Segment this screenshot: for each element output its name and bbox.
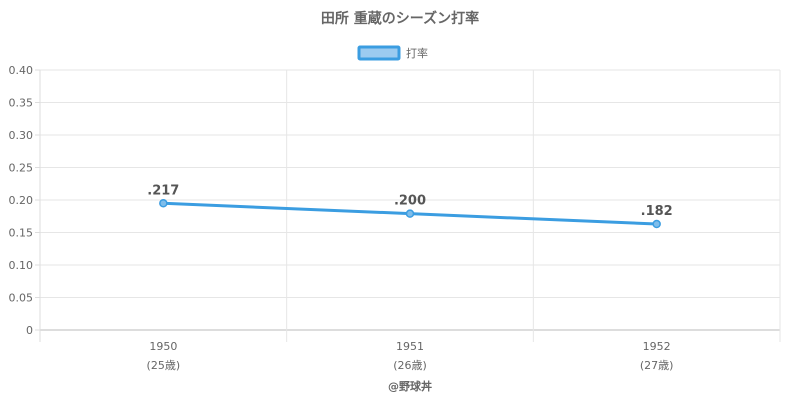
y-tick-label: 0.25 xyxy=(9,162,34,175)
x-axis: 1950 (25歳) 1951 (26歳) 1952 (27歳) xyxy=(147,340,674,372)
data-label: .182 xyxy=(641,204,673,219)
data-point xyxy=(405,209,415,218)
data-label: .200 xyxy=(394,194,426,209)
y-tick-label: 0.20 xyxy=(9,194,34,207)
x-tick-label: 1950 xyxy=(149,340,177,353)
data-point xyxy=(159,199,168,208)
y-tick-label: 0.15 xyxy=(9,227,34,240)
legend[interactable]: 打率 xyxy=(357,45,428,61)
x-tick-sublabel: (25歳) xyxy=(147,359,181,372)
data-label: .217 xyxy=(147,183,179,198)
y-axis: 0 0.05 0.10 0.15 0.20 0.25 0.30 0.35 0.40 xyxy=(9,64,34,337)
y-tick-label: 0.30 xyxy=(9,129,34,142)
grid xyxy=(35,69,781,342)
y-tick-label: 0 xyxy=(26,324,33,337)
series-batting-average: .217 .200 .182 xyxy=(147,183,673,229)
y-tick-label: 0.10 xyxy=(9,259,34,272)
y-tick-label: 0.40 xyxy=(9,64,34,77)
x-tick-label: 1951 xyxy=(396,340,424,353)
chart-title: 田所 重蔵のシーズン打率 xyxy=(321,10,479,27)
data-point xyxy=(652,219,661,229)
x-tick-sublabel: (27歳) xyxy=(640,359,674,372)
y-tick-label: 0.35 xyxy=(9,97,34,110)
y-tick-label: 0.05 xyxy=(9,292,34,305)
credit-label: @野球丼 xyxy=(388,379,432,393)
x-tick-label: 1952 xyxy=(643,340,671,353)
legend-swatch xyxy=(357,45,401,61)
x-tick-sublabel: (26歳) xyxy=(393,359,427,372)
legend-label: 打率 xyxy=(406,46,428,60)
